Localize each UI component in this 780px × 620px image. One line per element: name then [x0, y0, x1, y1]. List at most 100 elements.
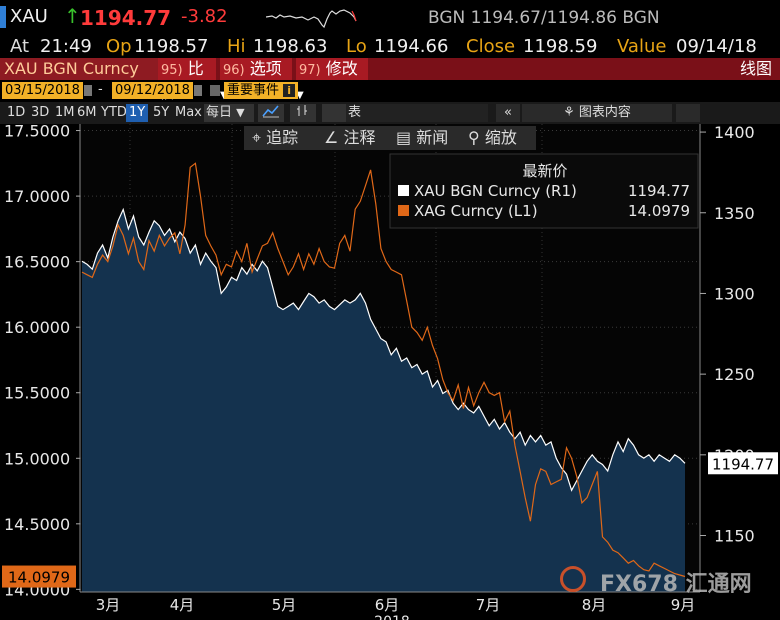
events-checkbox[interactable]	[210, 85, 220, 96]
period-selector-row: 1D 3D 1M 6M YTD 1Y 5Y Max 每日 ▼ 表 « ⚘ 图表内容	[0, 102, 780, 124]
legend-series-name: XAU BGN Curncy (R1)	[414, 182, 577, 200]
bar-chart-icon[interactable]	[290, 104, 316, 122]
period-1m-button[interactable]: 1M	[55, 105, 75, 120]
news-icon: ▤	[396, 128, 412, 147]
legend-swatch	[398, 185, 409, 196]
period-3d-button[interactable]: 3D	[31, 105, 50, 120]
zoom-tool[interactable]: ⚲ 缩放	[460, 126, 536, 150]
open-value: 1198.57	[134, 36, 209, 57]
x-tick-label: 3月	[96, 596, 121, 614]
x-tick-label: 5月	[272, 596, 297, 614]
legend-series-name: XAG Curncy (L1)	[414, 202, 538, 220]
chart-content-tab[interactable]: ⚘ 图表内容	[522, 104, 672, 122]
period-1y-button[interactable]: 1Y	[126, 104, 149, 122]
xag-line	[81, 162, 686, 578]
news-label: 新闻	[416, 128, 449, 147]
low-label: Lo	[346, 36, 367, 57]
zoom-label: 缩放	[484, 128, 517, 147]
dropdown-arrow-icon: ▼	[220, 90, 228, 101]
xag-last-value-box	[2, 565, 76, 588]
panel-spacer	[322, 104, 348, 122]
end-date-field[interactable]: 09/12/2018	[112, 82, 193, 99]
period-ytd-button[interactable]: YTD	[101, 105, 127, 120]
table-tab[interactable]: 表	[346, 104, 488, 122]
crosshair-icon: ⌖	[252, 128, 262, 147]
calendar-icon[interactable]	[194, 85, 202, 96]
track-tool[interactable]: ⌖ 追踪	[244, 126, 320, 150]
value-date: 09/14/18	[676, 36, 757, 57]
x-tick-label: 8月	[582, 596, 607, 614]
left-tick-label: 17.0000	[4, 187, 70, 206]
date-range-row: 03/15/2018 - 09/12/2018 重要事件 i	[0, 82, 780, 100]
security-field[interactable]: XAU BGN Curncy	[0, 58, 158, 80]
edit-button[interactable]: 97) 修改 ▼	[296, 58, 368, 101]
ticker-symbol[interactable]: XAU	[10, 6, 48, 27]
legend-series-value: 14.0979	[628, 202, 690, 220]
xag-last-value-label: 14.0979	[8, 569, 70, 587]
news-tool[interactable]: ▤ 新闻	[388, 126, 464, 150]
xau-last-value-label: 1194.77	[712, 455, 774, 473]
left-tick-label: 15.0000	[4, 449, 70, 468]
dropdown-arrow-icon: ▼	[296, 90, 304, 101]
period-6m-button[interactable]: 6M	[77, 105, 97, 120]
right-tick-label: 1150	[714, 527, 755, 546]
right-tick-label: 1300	[714, 284, 755, 303]
up-arrow-icon: ↑	[64, 4, 81, 28]
function-toolbar: XAU BGN Curncy 95) 比较 96) 选项 ▼ 97) 修改 ▼ …	[0, 58, 780, 102]
daily-frequency-dropdown[interactable]: 每日 ▼	[204, 104, 254, 122]
period-5y-button[interactable]: 5Y	[153, 105, 170, 120]
watermark: FX678 汇通网	[600, 572, 752, 597]
xau-last-value-box	[708, 452, 778, 475]
bid-ask: BGN 1194.67/1194.86 BGN	[428, 8, 660, 28]
legend-box	[389, 153, 699, 229]
left-tick-label: 16.0000	[4, 318, 70, 337]
x-tick-label: 4月	[170, 596, 195, 614]
chart-content-label: 图表内容	[578, 105, 631, 120]
watermark-logo-icon	[560, 566, 586, 592]
period-max-button[interactable]: Max	[175, 105, 202, 120]
edit-label: 修改	[325, 59, 358, 78]
close-label: Close	[466, 36, 516, 57]
high-label: Hi	[227, 36, 246, 57]
period-1d-button[interactable]: 1D	[7, 105, 26, 120]
annotate-tool[interactable]: ∠ 注释	[316, 126, 392, 150]
start-date-field[interactable]: 03/15/2018	[2, 82, 83, 99]
panel-end	[676, 104, 700, 122]
chart-type-label[interactable]: 线图	[740, 59, 773, 78]
line-chart-icon[interactable]	[258, 104, 284, 122]
pencil-icon: ∠	[324, 128, 339, 147]
dropdown-arrow-icon: ▼	[236, 106, 245, 119]
right-tick-label: 1350	[714, 204, 755, 223]
collapse-icon[interactable]: «	[496, 104, 520, 122]
high-value: 1198.63	[253, 36, 328, 57]
legend-title: 最新价	[522, 162, 567, 180]
last-price: 1194.77	[80, 6, 172, 30]
price-chart[interactable]: 17.5000 17.0000 16.5000 16.0000 15.5000 15.00…	[0, 124, 780, 620]
edit-number: 97)	[299, 63, 321, 78]
compare-number: 95)	[161, 63, 183, 78]
ticker-marker	[0, 6, 6, 28]
left-tick-label: 15.5000	[4, 384, 70, 403]
options-number: 96)	[223, 63, 245, 78]
quote-time-label: At	[10, 36, 30, 57]
right-tick-label: 1400	[714, 124, 755, 142]
options-label: 选项	[249, 59, 282, 78]
value-date-label: Value	[617, 36, 667, 57]
xau-line	[81, 207, 686, 492]
left-tick-label: 17.5000	[4, 124, 70, 141]
magnifier-icon: ⚲	[468, 128, 480, 147]
left-tick-label: 16.5000	[4, 253, 70, 272]
chart-content-icon: ⚘	[563, 105, 575, 120]
legend-swatch	[398, 205, 409, 216]
key-events-button[interactable]: 重要事件 i	[224, 82, 299, 99]
track-label: 追踪	[266, 128, 299, 147]
open-label: Op	[106, 36, 132, 57]
intraday-sparkline	[266, 9, 357, 29]
options-button[interactable]: 96) 选项 ▼	[220, 58, 292, 101]
close-value: 1198.59	[523, 36, 598, 57]
compare-button[interactable]: 95) 比较	[158, 58, 216, 102]
info-icon: i	[283, 84, 296, 97]
price-change: -3.82	[181, 6, 228, 27]
calendar-icon[interactable]	[84, 85, 92, 96]
annotate-label: 注释	[343, 128, 376, 147]
